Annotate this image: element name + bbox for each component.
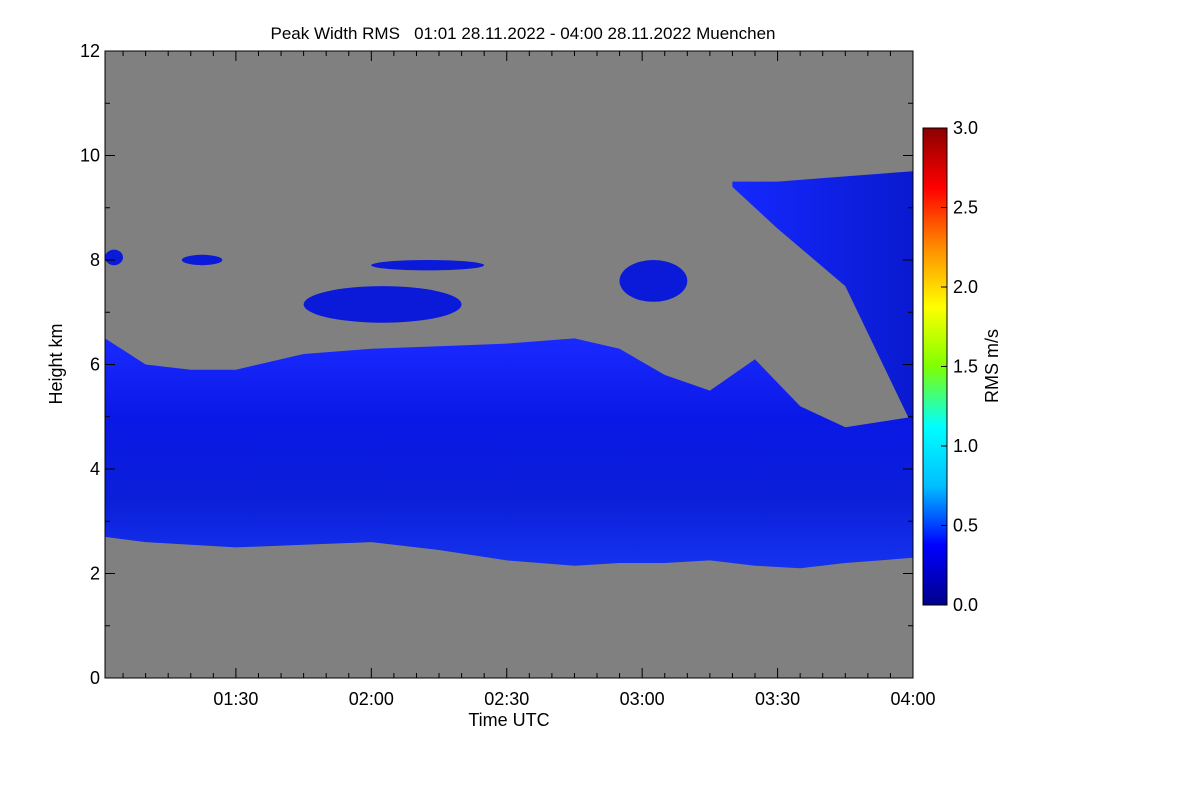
x-tick-label: 03:30 bbox=[755, 689, 800, 709]
colorbar-tick-label: 3.0 bbox=[953, 118, 978, 138]
colorbar-label: RMS m/s bbox=[982, 329, 1002, 403]
y-tick-label: 10 bbox=[80, 146, 100, 166]
y-tick-label: 4 bbox=[90, 459, 100, 479]
x-axis-label: Time UTC bbox=[468, 710, 549, 730]
y-tick-label: 0 bbox=[90, 668, 100, 688]
colorbar-tick-label: 1.5 bbox=[953, 357, 978, 377]
y-tick-label: 6 bbox=[90, 355, 100, 375]
cloud-patch bbox=[181, 254, 223, 266]
y-tick-label: 2 bbox=[90, 564, 100, 584]
cloud-patch bbox=[619, 260, 688, 302]
cloud-patch bbox=[303, 286, 462, 323]
echo-layers bbox=[105, 171, 913, 569]
x-tick-label: 01:30 bbox=[213, 689, 258, 709]
main-cloud-layer bbox=[105, 338, 913, 569]
x-tick-label: 03:00 bbox=[620, 689, 665, 709]
x-axis: 01:30 02:00 02:30 03:00 03:30 04:00 bbox=[122, 51, 936, 709]
y-tick-label: 8 bbox=[90, 250, 100, 270]
cloud-patch bbox=[105, 249, 123, 266]
upper-cloud-layer bbox=[732, 171, 913, 428]
colorbar-ticks: 0.0 0.5 1.0 1.5 2.0 2.5 3.0 bbox=[941, 118, 978, 615]
x-tick-label: 04:00 bbox=[890, 689, 935, 709]
colorbar-tick-label: 2.5 bbox=[953, 198, 978, 218]
colorbar-tick-label: 2.0 bbox=[953, 277, 978, 297]
x-tick-label: 02:00 bbox=[349, 689, 394, 709]
y-axis: 0 2 4 6 8 10 12 bbox=[80, 41, 913, 688]
chart-title: Peak Width RMS 01:01 28.11.2022 - 04:00 … bbox=[271, 24, 776, 43]
x-tick-label: 02:30 bbox=[484, 689, 529, 709]
colorbar-tick-label: 1.0 bbox=[953, 436, 978, 456]
cloud-patch bbox=[371, 260, 485, 271]
colorbar-tick-label: 0.0 bbox=[953, 595, 978, 615]
y-tick-label: 12 bbox=[80, 41, 100, 61]
y-axis-label: Height km bbox=[46, 323, 66, 404]
colorbar-tick-label: 0.5 bbox=[953, 516, 978, 536]
